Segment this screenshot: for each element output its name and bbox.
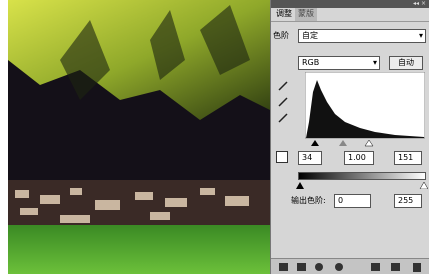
histogram — [305, 72, 425, 148]
reset-icon[interactable] — [371, 263, 380, 271]
input-black-slider[interactable] — [311, 140, 319, 146]
screen: ◂◂ × 调整 蒙版 色阶 自定 ▾ RGB ▾ 自动 34 1.00 151 — [0, 0, 429, 274]
tab-adjustments[interactable]: 调整 — [273, 8, 295, 21]
eyedroppers — [275, 78, 295, 128]
eyedropper-black[interactable] — [279, 82, 287, 90]
panel-footer — [271, 258, 429, 274]
clip-icon[interactable] — [276, 151, 288, 163]
tab-masks[interactable]: 蒙版 — [295, 8, 317, 21]
preset-value: 自定 — [302, 31, 318, 40]
prev-state-icon[interactable] — [391, 263, 400, 271]
adjustments-panel: ◂◂ × 调整 蒙版 色阶 自定 ▾ RGB ▾ 自动 34 1.00 151 — [270, 0, 429, 274]
output-white[interactable]: 255 — [394, 194, 422, 208]
output-black-slider[interactable] — [296, 182, 304, 189]
back-icon[interactable] — [279, 263, 288, 271]
dropdown-arrow: ▾ — [419, 31, 423, 41]
input-black[interactable]: 34 — [298, 151, 322, 165]
output-black[interactable]: 0 — [334, 194, 371, 208]
expand-icon[interactable] — [297, 263, 306, 271]
footer-icons — [271, 259, 429, 275]
channel-select[interactable]: RGB ▾ — [298, 56, 380, 70]
output-label: 输出色阶: — [291, 195, 326, 207]
eyedropper-gray[interactable] — [279, 98, 287, 106]
input-white-slider[interactable] — [365, 140, 373, 146]
auto-button[interactable]: 自动 — [389, 56, 423, 70]
dropdown-arrow: ▾ — [373, 58, 377, 68]
eyedropper-white[interactable] — [279, 114, 287, 122]
tab-divider — [271, 21, 429, 22]
output-gradient — [298, 172, 426, 180]
visibility-icon[interactable] — [335, 263, 343, 271]
channel-value: RGB — [302, 58, 319, 67]
input-gamma[interactable]: 1.00 — [344, 151, 374, 165]
panel-header: ◂◂ × — [271, 0, 429, 8]
preset-select[interactable]: 自定 ▾ — [298, 29, 426, 43]
input-gray-slider[interactable] — [339, 140, 347, 146]
output-sliders — [296, 181, 428, 189]
photo — [0, 0, 270, 274]
clip-layer-icon[interactable] — [315, 263, 323, 271]
output-white-slider[interactable] — [420, 182, 428, 189]
delete-icon[interactable] — [413, 263, 421, 272]
input-white[interactable]: 151 — [394, 151, 422, 165]
levels-label: 色阶 — [273, 30, 289, 42]
